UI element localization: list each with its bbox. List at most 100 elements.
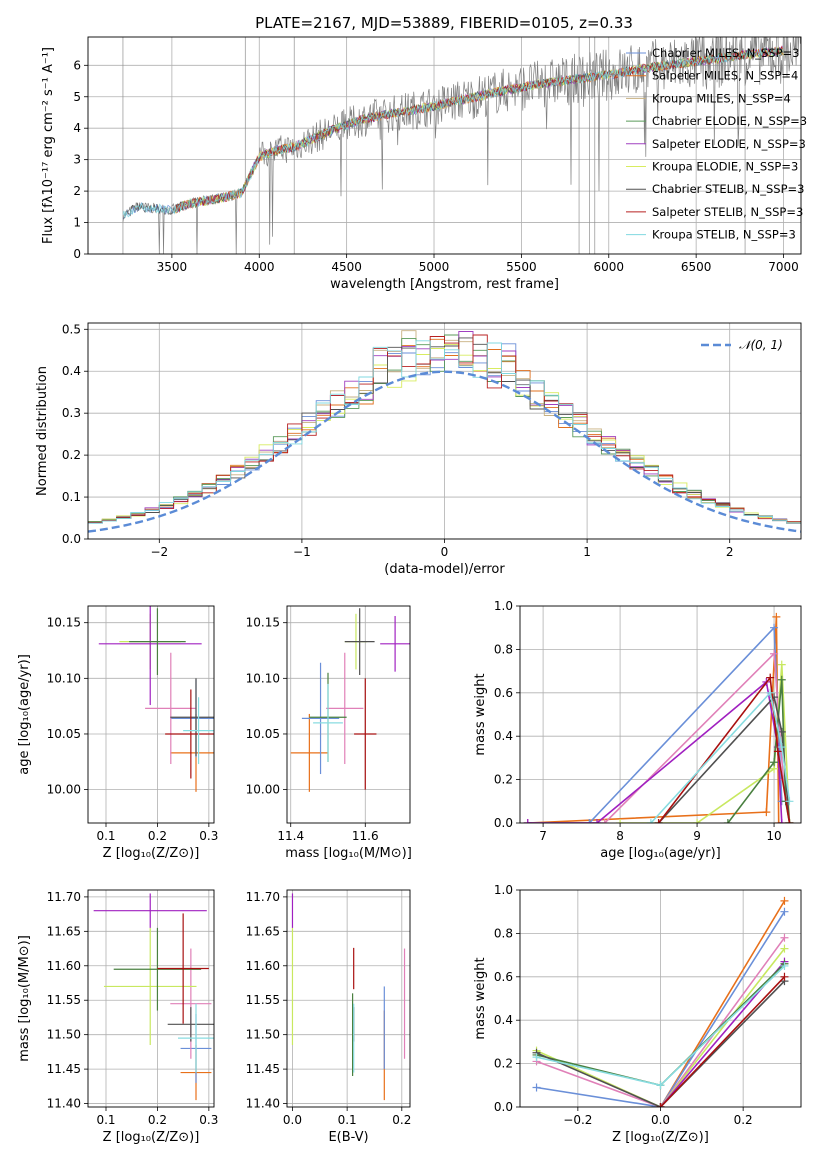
weight-line-8: [650, 691, 791, 823]
x-tick-label: 0.1: [338, 1113, 357, 1127]
y-tick-label: 4: [73, 121, 81, 135]
x-tick-label: 5500: [506, 260, 537, 274]
legend-entry: Salpeter STELIB, N_SSP=3: [652, 205, 803, 219]
weight-marker: [532, 1083, 541, 1092]
x-tick-label: 0.3: [199, 829, 218, 843]
y-tick-label: 11.55: [47, 993, 81, 1007]
panel-mass-vs-Z: 0.1 0.2 0.3 11.40 11.45 11.50 11.55 11.60 11.65 1…: [17, 889, 218, 1145]
panel-spectrum: 3500 4000 4500 5000 5500 6000 6500 7000 0 1 2 3 4 5 6 w…: [41, 36, 807, 292]
y-tick-label: 10.05: [246, 727, 280, 741]
axes-frame: [87, 889, 215, 1108]
weight-marker: [777, 819, 786, 823]
axes-frame: [286, 889, 411, 1108]
x-tick-label: 11.6: [352, 829, 379, 843]
figure-title: PLATE=2167, MJD=53889, FIBERID=0105, z=0…: [255, 14, 633, 32]
x-tick-label: 0.2: [148, 829, 167, 843]
weight-marker: [772, 612, 781, 621]
legend-entry: Chabrier MILES, N_SSP=3: [652, 46, 799, 60]
weight-marker: [780, 933, 789, 942]
y-axis-label: Flux [fλ10⁻¹⁷ erg cm⁻² s⁻¹ A⁻¹]: [41, 47, 56, 244]
y-tick-label: 11.60: [47, 959, 81, 973]
weight-marker: [654, 819, 663, 823]
weight-marker: [585, 819, 594, 823]
y-tick-label: 11.65: [47, 924, 81, 938]
weight-marker: [770, 623, 779, 632]
plot-area: [88, 890, 214, 1107]
y-tick-label: 11.65: [246, 924, 280, 938]
y-tick-label: 11.45: [47, 1062, 81, 1076]
weight-marker: [766, 673, 775, 682]
x-axis-label: E(B-V): [328, 1130, 368, 1145]
weight-line-3: [620, 664, 791, 823]
legend-entry: Salpeter ELODIE, N_SSP=3: [652, 137, 806, 151]
x-tick-label: 0.1: [96, 1113, 115, 1127]
weight-line-0: [659, 900, 786, 1107]
y-axis-label: mass weight: [473, 673, 488, 755]
histogram-8: [88, 340, 801, 524]
y-tick-label: 11.55: [246, 993, 280, 1007]
x-axis-label: mass [log₁₀(M/M⊙)]: [285, 846, 412, 861]
weight-line-3: [536, 948, 786, 1107]
weight-line-0: [527, 616, 782, 823]
plot-area: [88, 606, 214, 823]
plot-area: [88, 323, 801, 539]
legend-entry: Kroupa MILES, N_SSP=4: [652, 91, 791, 105]
weight-marker: [592, 819, 601, 823]
x-tick-label: 3500: [157, 260, 188, 274]
legend-entry: Kroupa ELODIE, N_SSP=3: [652, 160, 798, 174]
y-tick-label: 0.6: [494, 970, 513, 984]
legend-entry: Chabrier STELIB, N_SSP=3: [652, 182, 804, 196]
y-tick-label: 0.6: [494, 686, 513, 700]
y-tick-label: 10.00: [47, 783, 81, 797]
plot-area: [88, 37, 801, 254]
x-tick-label: −0.2: [563, 1113, 592, 1127]
y-tick-label: 11.50: [47, 1028, 81, 1042]
x-tick-label: 7: [539, 829, 547, 843]
x-axis-label: age [log₁₀(age/yr)]: [600, 846, 721, 861]
y-tick-label: 2: [73, 184, 81, 198]
y-tick-label: 0.8: [494, 926, 513, 940]
y-tick-label: 0.2: [62, 448, 81, 462]
weight-marker: [523, 819, 532, 823]
x-tick-label: 9: [693, 829, 701, 843]
x-tick-label: 0.0: [283, 1113, 302, 1127]
panel-age-vs-mass: 11.4 11.6 10.00 10.05 10.10 10.15 mass [log₁₀(…: [246, 605, 412, 861]
y-tick-label: 11.60: [246, 959, 280, 973]
x-tick-label: 2: [726, 545, 734, 559]
weight-marker: [600, 819, 609, 823]
weight-marker: [723, 819, 732, 823]
weight-marker: [777, 675, 786, 684]
grid: [287, 890, 410, 1107]
weight-marker: [616, 819, 625, 823]
weight-marker: [656, 1081, 665, 1090]
y-tick-label: 11.50: [246, 1028, 280, 1042]
x-tick-label: 6500: [681, 260, 712, 274]
histogram-7: [88, 334, 801, 524]
panel-mass-vs-EBV: 0.0 0.1 0.2 11.40 11.45 11.50 11.55 11.60 11.65 1…: [246, 889, 411, 1145]
x-tick-label: 0.1: [96, 829, 115, 843]
weight-marker: [780, 896, 789, 905]
y-tick-label: 11.45: [246, 1062, 280, 1076]
weight-line-1: [536, 911, 786, 1107]
panel-age-vs-Z: 0.1 0.2 0.3 10.00 10.05 10.10 10.15 Z [log₁₀(Z/…: [17, 605, 218, 861]
weight-line-6: [536, 980, 786, 1107]
plot-area: [287, 606, 410, 823]
legend-entry: Chabrier ELODIE, N_SSP=3: [652, 114, 807, 128]
x-tick-label: 10: [766, 829, 781, 843]
weight-line-1: [527, 625, 783, 823]
weight-marker: [656, 1103, 665, 1107]
weight-line-2: [536, 937, 786, 1107]
y-tick-label: 0.3: [62, 406, 81, 420]
weight-marker: [646, 819, 655, 823]
weight-marker: [532, 1053, 541, 1062]
weight-marker: [774, 819, 783, 823]
x-axis-label: (data-model)/error: [384, 562, 505, 577]
grid: [287, 606, 410, 823]
legend-entry: 𝒩(0, 1): [739, 338, 783, 352]
weight-marker: [780, 944, 789, 953]
plot-area: [520, 890, 801, 1107]
weight-marker: [785, 797, 794, 806]
y-tick-label: 6: [73, 58, 81, 72]
y-tick-label: 0.4: [62, 364, 81, 378]
y-tick-label: 11.40: [246, 1097, 280, 1111]
